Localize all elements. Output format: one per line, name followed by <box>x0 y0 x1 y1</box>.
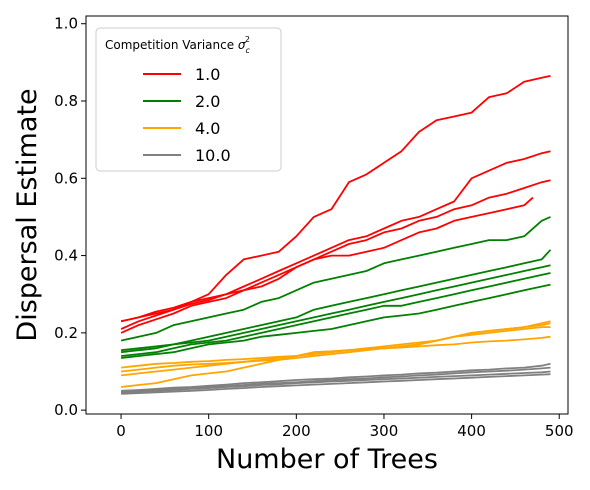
series-line-2.0-4 <box>120 216 551 342</box>
series-line-10.0-14 <box>121 366 551 393</box>
y-axis-title: Dispersal Estimate <box>12 88 43 341</box>
x-tick-label: 100 <box>194 422 223 440</box>
legend-box <box>95 27 282 172</box>
legend-label-4.0: 4.0 <box>195 119 220 138</box>
legend-title-prefix: Competition Variance <box>105 38 238 52</box>
legend-title-symbol: σ <box>238 38 246 52</box>
y-tick-label: 0.2 <box>54 324 78 342</box>
legend-title-sup: 2 <box>245 35 250 44</box>
legend-entries: 1.0 2.0 4.0 10.0 <box>143 65 231 165</box>
series-line-4.0-10 <box>121 322 551 373</box>
series-line-2.0-7 <box>121 272 551 357</box>
series-lines <box>120 75 552 395</box>
x-tick-label: 500 <box>545 422 574 440</box>
series-line-2.0-6 <box>120 264 551 354</box>
series-line-10.0-16 <box>121 373 551 395</box>
series-line-10.0-15 <box>121 370 551 394</box>
y-tick-label: 1.0 <box>54 15 78 33</box>
legend-title: Competition Variance σc 2 <box>105 35 251 55</box>
legend-label-1.0: 1.0 <box>195 65 220 84</box>
x-tick-label: 400 <box>457 422 486 440</box>
y-tick-label: 0.6 <box>54 169 78 187</box>
x-tick-label: 300 <box>370 422 399 440</box>
series-line-1.0-3 <box>120 196 534 323</box>
x-tick-label: 200 <box>282 422 311 440</box>
x-axis-title: Number of Trees <box>216 444 438 475</box>
y-tick-label: 0.0 <box>54 401 78 419</box>
series-line-1.0-1 <box>120 150 551 330</box>
legend-label-10.0: 10.0 <box>195 146 231 165</box>
x-axis-ticks: 0 100 200 300 400 500 <box>116 414 574 440</box>
series-line-1.0-2 <box>120 179 551 334</box>
y-tick-label: 0.8 <box>54 92 78 110</box>
legend-title-sub: c <box>246 46 251 55</box>
series-line-4.0-12 <box>120 335 551 388</box>
y-tick-label: 0.4 <box>54 247 78 265</box>
x-tick-label: 0 <box>116 422 126 440</box>
plot-frame <box>85 15 569 415</box>
series-line-2.0-8 <box>120 283 551 359</box>
y-axis-ticks: 0.0 0.2 0.4 0.6 0.8 1.0 <box>54 15 86 419</box>
series-line-2.0-5 <box>121 249 552 352</box>
legend: Competition Variance σc 2 1.0 2.0 4.0 10.0 <box>95 27 282 172</box>
legend-label-2.0: 2.0 <box>195 92 220 111</box>
